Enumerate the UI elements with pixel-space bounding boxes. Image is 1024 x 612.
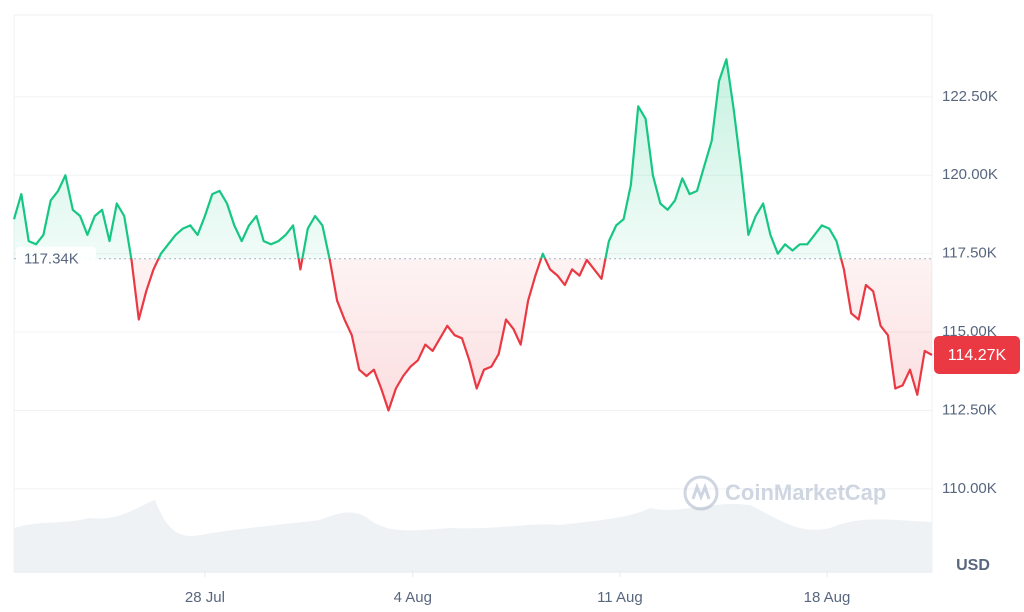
baseline-label: 117.34K <box>24 251 79 268</box>
watermark: CoinMarketCap <box>683 475 886 511</box>
x-tick-label: 18 Aug <box>804 589 851 606</box>
y-tick-label: 122.50K <box>942 88 998 105</box>
y-tick-label: 115.00K <box>942 323 997 340</box>
last-value-label: 114.27K <box>948 347 1007 364</box>
y-tick-label: 120.00K <box>942 166 998 183</box>
volume-area <box>14 500 932 572</box>
y-tick-label: 112.50K <box>942 401 997 418</box>
price-line <box>12 58 933 412</box>
y-tick-label: 110.00K <box>942 480 997 497</box>
x-tick-label: 11 Aug <box>597 589 643 606</box>
baseline-badge <box>16 246 96 271</box>
last-value-badge <box>934 335 1020 374</box>
y-axis-label: USD <box>956 557 990 574</box>
y-tick-label: 117.50K <box>942 245 997 262</box>
area-fill <box>14 59 932 411</box>
watermark-text: CoinMarketCap <box>725 480 886 505</box>
x-tick-label: 4 Aug <box>394 589 432 606</box>
x-tick-label: 28 Jul <box>185 589 225 606</box>
